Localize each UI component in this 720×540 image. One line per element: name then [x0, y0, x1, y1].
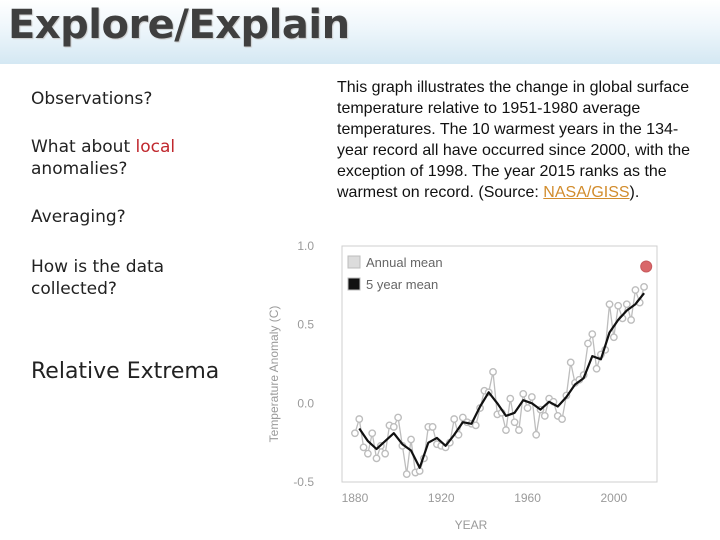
annual-mean-point — [515, 426, 523, 434]
annual-mean-point — [471, 421, 480, 430]
y-tick-label: 0.0 — [297, 396, 314, 410]
bullet-text: What about — [31, 137, 136, 157]
annual-mean-point — [627, 316, 636, 324]
bullet-relative-extrema: Relative Extrema — [31, 358, 219, 386]
bullet-text: How is the data collected? — [31, 257, 165, 299]
annual-mean-point — [510, 418, 519, 427]
bullet-text: Observations? — [31, 89, 153, 109]
annual-mean-point — [359, 443, 368, 452]
description-text: This graph illustrates the change in glo… — [337, 79, 691, 201]
annual-mean-point — [540, 412, 549, 420]
legend-label-5yr: 5 year mean — [366, 277, 438, 292]
source-link[interactable]: NASA/GISS — [543, 184, 630, 201]
annual-mean-point — [372, 454, 381, 463]
chart-description: This graph illustrates the change in glo… — [337, 77, 697, 203]
annual-mean-point — [389, 423, 398, 431]
legend: Annual mean 5 year mean — [347, 255, 443, 292]
bullet-highlight: local — [135, 137, 176, 157]
bullet-text: Averaging? — [31, 207, 126, 227]
annual-mean-point — [428, 423, 437, 431]
title-band — [0, 0, 720, 64]
y-tick-label: 0.5 — [297, 318, 314, 332]
bullet-text-tail: anomalies? — [31, 159, 128, 179]
annual-mean-point — [532, 430, 541, 439]
y-tick-label: -0.5 — [293, 475, 314, 489]
five-year-mean-line — [358, 292, 645, 469]
annual-mean-point — [584, 339, 592, 348]
legend-swatch-annual — [347, 255, 361, 269]
legend-swatch-5yr — [347, 277, 361, 291]
annual-mean-point — [402, 470, 411, 479]
description-tail: ). — [629, 184, 640, 201]
annual-mean-point — [489, 367, 497, 376]
annual-mean-point — [502, 426, 510, 434]
x-tick-label: 1880 — [342, 491, 369, 505]
temperature-anomaly-chart: 1.0 0.5 0.0 -0.5 1880 1920 1960 2000 YEAR Tempera… — [267, 239, 658, 532]
annual-mean-point — [450, 415, 459, 423]
y-tick-label: 1.0 — [297, 239, 314, 253]
legend-label-annual: Annual mean — [366, 255, 443, 270]
annual-mean-point — [605, 300, 614, 309]
annual-mean-point — [566, 358, 575, 367]
annual-mean-point — [458, 413, 467, 422]
annual-mean-point — [527, 393, 536, 401]
bullet-data-collection: How is the data collected? — [31, 256, 201, 300]
annual-mean-point — [614, 301, 623, 310]
annual-mean-point — [363, 449, 372, 458]
annual-mean-point — [407, 435, 415, 444]
x-axis-label: YEAR — [455, 518, 488, 532]
annual-mean-point — [519, 389, 528, 398]
annual-mean-point — [355, 415, 364, 423]
bullet-observations: Observations? — [31, 88, 152, 110]
bullet-local-anomalies: What about local anomalies? — [31, 136, 251, 180]
annual-mean-point — [588, 330, 597, 339]
annual-mean-point — [506, 394, 515, 403]
annual-mean-point — [381, 449, 390, 458]
plot-frame — [341, 245, 658, 483]
x-tick-label: 1920 — [428, 491, 455, 505]
x-tick-label: 1960 — [514, 491, 541, 505]
annual-mean-point — [622, 300, 631, 309]
bullet-averaging: Averaging? — [31, 206, 126, 228]
annual-mean-point — [609, 333, 618, 342]
annual-mean-point — [631, 286, 640, 294]
annual-mean-point — [592, 364, 601, 373]
annual-mean-point — [558, 415, 566, 423]
annual-mean-point — [523, 404, 532, 412]
annual-mean-point — [394, 413, 402, 422]
annual-mean-point — [368, 429, 377, 438]
annual-mean-point — [640, 283, 648, 291]
bullet-text: Relative Extrema — [31, 359, 220, 384]
annual-mean-point — [351, 429, 359, 438]
slide-title: Explore/Explain — [8, 2, 350, 48]
record-year-point — [640, 260, 653, 273]
x-tick-label: 2000 — [600, 491, 627, 505]
y-axis-label: Temperature Anomaly (C) — [267, 306, 281, 443]
